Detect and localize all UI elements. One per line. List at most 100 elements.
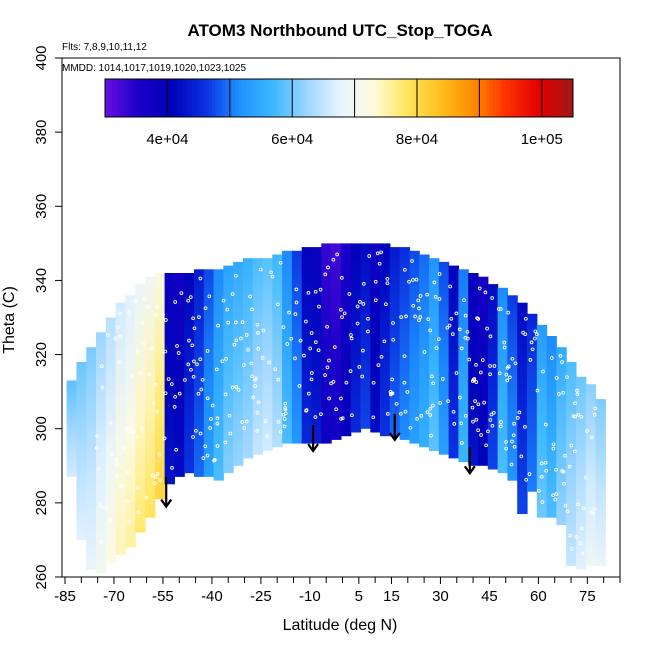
colorbar-swatch (369, 79, 373, 117)
observation-dot (174, 447, 179, 452)
observation-dot (131, 429, 136, 434)
observation-dot (385, 281, 390, 286)
observation-dot (413, 314, 417, 319)
colorbar-swatch (252, 79, 256, 117)
observation-dot (203, 444, 208, 449)
field-column (321, 243, 332, 444)
colorbar-tick-label: 8e+04 (396, 131, 438, 148)
field-column (86, 347, 97, 570)
field-column (135, 284, 146, 533)
colorbar-swatch (442, 79, 447, 117)
observation-dot (509, 462, 514, 467)
colorbar-swatch (365, 79, 370, 117)
observation-dot (347, 292, 352, 296)
observation-dot (226, 320, 231, 325)
observation-dot (135, 349, 140, 353)
colorbar-swatch (355, 79, 360, 117)
colorbar-swatch (232, 79, 236, 117)
observation-dot (499, 307, 503, 311)
colorbar-swatch (415, 79, 420, 117)
observation-dot (313, 289, 318, 294)
observation-dot (116, 325, 120, 329)
field-column (448, 265, 459, 459)
y-tick-label: 320 (33, 342, 50, 367)
observation-dot (554, 376, 559, 380)
observation-dot (428, 413, 433, 417)
observation-dot (161, 313, 165, 317)
colorbar-swatch (135, 79, 139, 117)
observation-dot (177, 391, 182, 396)
observation-dot (488, 334, 493, 339)
field-column (223, 265, 234, 474)
tropopause-arrows (160, 413, 476, 509)
observation-dot (283, 407, 288, 412)
colorbar-swatch (315, 79, 320, 117)
observation-dot (465, 329, 470, 334)
field-column (468, 273, 479, 466)
observation-dot (425, 410, 430, 414)
observation-dot (192, 359, 196, 364)
observation-dot (293, 356, 297, 361)
observation-dot (373, 298, 378, 303)
observation-dot (437, 297, 442, 301)
observation-dot (540, 500, 545, 504)
colorbar-swatch (476, 79, 480, 117)
colorbar-swatch (372, 79, 377, 117)
observation-dot (129, 374, 134, 378)
observation-dot (490, 296, 494, 300)
field-column (350, 243, 362, 433)
observation-dot (592, 507, 597, 512)
colorbar-swatch (131, 79, 136, 117)
observation-dot (517, 410, 522, 415)
observation-dot (379, 354, 384, 359)
observation-dot (551, 446, 556, 451)
colorbar-tick-label: 6e+04 (271, 131, 313, 148)
x-tick-label: -70 (103, 588, 125, 605)
colorbar-swatch (382, 79, 387, 117)
colorbar-swatch (168, 79, 173, 117)
field-column (497, 287, 508, 474)
observation-dot (539, 474, 544, 479)
observation-dot (543, 460, 548, 465)
observation-dot (402, 380, 407, 385)
colorbar-swatch (268, 79, 273, 117)
colorbar-swatch (288, 79, 293, 117)
observation-dot (504, 446, 509, 451)
observation-dot (166, 377, 171, 381)
observation-dot (388, 392, 393, 397)
field-column (429, 258, 440, 451)
observation-dot (125, 469, 130, 474)
field-column (399, 247, 410, 440)
colorbar-tick-label: 4e+04 (146, 131, 188, 148)
colorbar-swatch (392, 79, 397, 117)
observation-dot (339, 276, 344, 280)
observation-dot (524, 477, 529, 482)
observation-dot (429, 433, 433, 438)
observation-dot (419, 414, 424, 418)
observation-dot (449, 316, 454, 321)
dates-note: MMDD: 1014,1017,1019,1020,1023,1025 (62, 63, 246, 74)
observation-dot (451, 409, 456, 414)
colorbar-swatch (242, 79, 246, 117)
observation-dot (348, 369, 353, 373)
observation-dot (255, 428, 260, 433)
observation-dot (192, 326, 197, 331)
observation-dot (523, 316, 528, 321)
observation-dot (561, 390, 566, 395)
observation-dot (512, 421, 516, 426)
colorbar-swatch (492, 79, 497, 117)
observation-dot (575, 388, 579, 393)
observation-dot (186, 362, 191, 367)
observation-dot (357, 365, 362, 369)
observation-dot (313, 340, 318, 344)
observation-dot (309, 371, 314, 375)
arrow-head (388, 432, 401, 442)
colorbar-swatch (562, 79, 567, 117)
observation-dot (593, 406, 598, 411)
colorbar-swatch (439, 79, 444, 117)
observation-dot (282, 417, 287, 421)
observation-dot (489, 412, 494, 417)
x-tick-label: 45 (481, 588, 498, 605)
observation-dot (463, 413, 468, 418)
observation-dot (361, 282, 366, 286)
